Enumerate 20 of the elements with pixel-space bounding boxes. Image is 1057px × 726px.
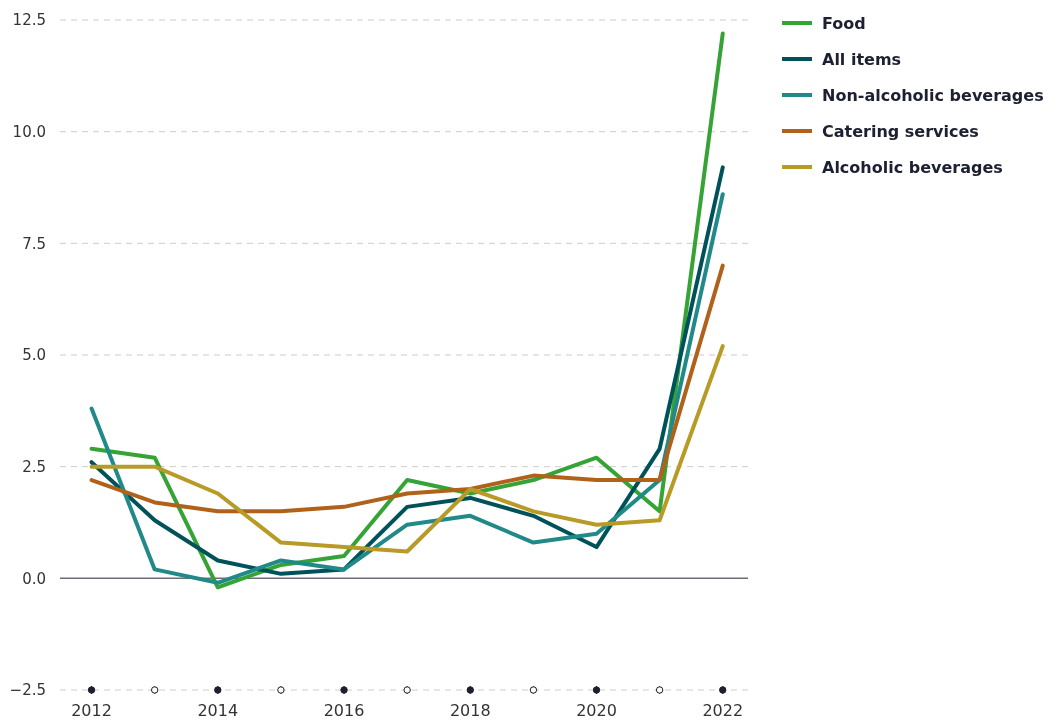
legend-label: Catering services [822, 121, 979, 141]
x-tick-label: 2014 [197, 701, 239, 720]
y-tick-label: 0.0 [22, 569, 46, 588]
legend-label: Food [822, 13, 866, 33]
legend-label: All items [822, 49, 902, 69]
x-tick-label: 2012 [71, 701, 112, 720]
x-tick-label: 2020 [576, 701, 617, 720]
x-tick-label: 2022 [702, 701, 744, 720]
y-tick-label: 10.0 [12, 122, 46, 141]
y-tick-label: 12.5 [12, 11, 46, 30]
line-series [89, 344, 725, 554]
y-tick-label: 5.0 [22, 346, 46, 365]
line-series [89, 263, 725, 514]
y-tick-label: 2.5 [22, 457, 46, 476]
x-tick-label: 2016 [323, 701, 365, 720]
x-tick-label: 2018 [449, 701, 491, 720]
legend-label: Alcoholic beverages [822, 157, 1003, 177]
y-tick-label: 7.5 [22, 234, 46, 253]
y-tick-label: −2.5 [9, 681, 46, 700]
legend-label: Non-alcoholic beverages [822, 85, 1044, 105]
